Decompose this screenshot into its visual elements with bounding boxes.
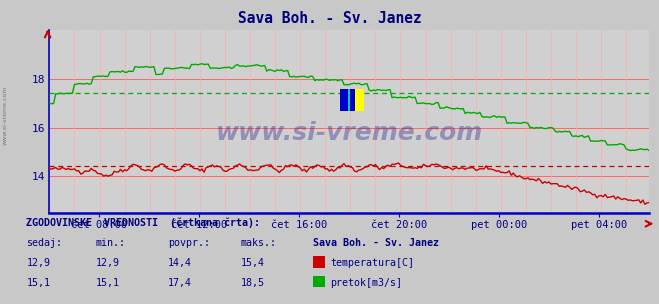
Text: 15,1: 15,1 [26,278,50,288]
Text: Sava Boh. - Sv. Janez: Sava Boh. - Sv. Janez [313,238,439,248]
Text: maks.:: maks.: [241,238,277,248]
Bar [340,89,355,111]
Text: pretok[m3/s]: pretok[m3/s] [330,278,402,288]
Text: 12,9: 12,9 [26,258,50,268]
Bar [348,89,350,111]
Text: www.si-vreme.com: www.si-vreme.com [215,121,483,144]
Text: 14,4: 14,4 [168,258,192,268]
Text: www.si-vreme.com: www.si-vreme.com [3,86,8,145]
Text: 17,4: 17,4 [168,278,192,288]
Text: 15,4: 15,4 [241,258,264,268]
Text: Sava Boh. - Sv. Janez: Sava Boh. - Sv. Janez [238,11,421,26]
Text: min.:: min.: [96,238,126,248]
Text: sedaj:: sedaj: [26,238,63,248]
Text: temperatura[C]: temperatura[C] [330,258,414,268]
Bar [355,89,364,111]
Text: 15,1: 15,1 [96,278,119,288]
Text: 12,9: 12,9 [96,258,119,268]
Text: 18,5: 18,5 [241,278,264,288]
Text: ZGODOVINSKE  VREDNOSTI  (črtkana črta):: ZGODOVINSKE VREDNOSTI (črtkana črta): [26,218,260,229]
Text: povpr.:: povpr.: [168,238,210,248]
